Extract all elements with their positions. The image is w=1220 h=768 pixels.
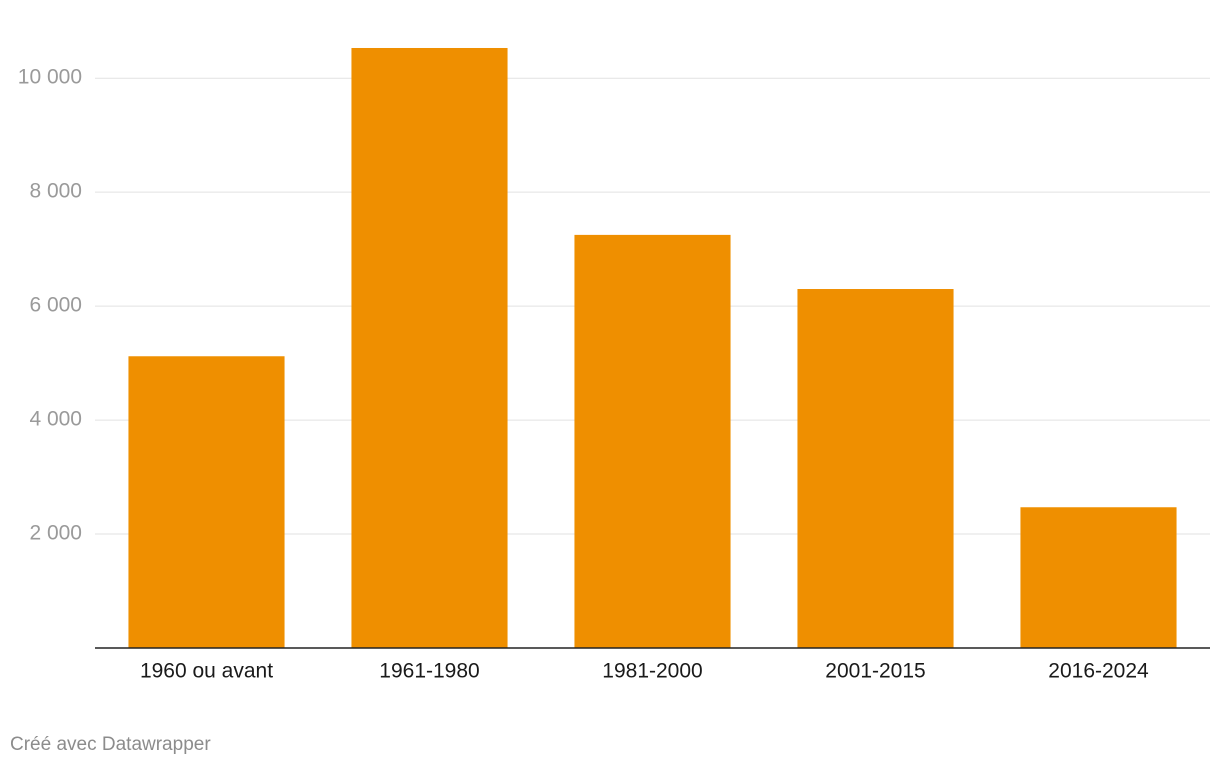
y-tick-label: 10 000 <box>18 66 82 89</box>
bar <box>128 356 285 648</box>
x-tick-label: 1981-2000 <box>602 660 702 683</box>
y-tick-label: 8 000 <box>29 180 82 203</box>
x-tick-label: 1960 ou avant <box>140 660 273 683</box>
x-tick-label: 2001-2015 <box>825 660 925 683</box>
credit: Créé avec Datawrapper <box>10 734 211 755</box>
y-tick-label: 6 000 <box>29 294 82 317</box>
y-tick-label: 2 000 <box>29 522 82 545</box>
bar <box>797 289 954 648</box>
bar <box>351 47 508 649</box>
x-tick-label: 2016-2024 <box>1048 660 1149 683</box>
bar <box>1020 507 1177 648</box>
bar <box>574 234 731 649</box>
y-tick-label: 4 000 <box>29 408 82 431</box>
x-tick-label: 1961-1980 <box>379 660 479 683</box>
